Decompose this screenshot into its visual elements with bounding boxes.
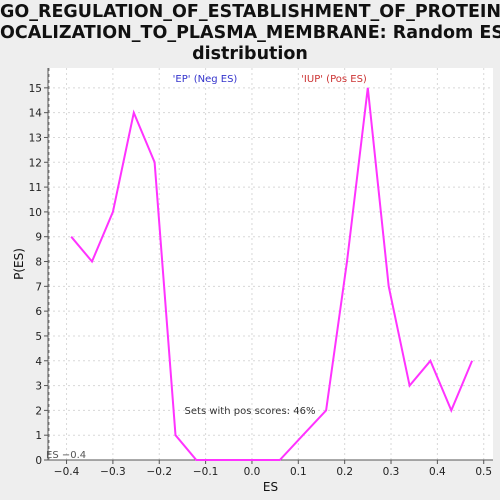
y-axis-title: P(ES) [12, 248, 26, 280]
x-tick-label: 0.5 [475, 466, 492, 478]
y-tick-label: 12 [29, 157, 42, 169]
y-tick-label: 1 [35, 430, 42, 442]
y-tick-label: 5 [35, 331, 42, 343]
x-tick-label: 0.4 [429, 466, 446, 478]
y-tick-label: 9 [35, 232, 42, 244]
x-axis-title: ES [263, 480, 278, 494]
y-tick-label: 14 [29, 108, 43, 120]
y-tick-label: 6 [35, 306, 42, 318]
x-tick-label: −0.3 [100, 466, 126, 478]
y-tick-label: 15 [29, 83, 42, 95]
x-tick-label: −0.4 [54, 466, 80, 478]
y-tick-label: 2 [35, 405, 42, 417]
chart-title-line-1: GO_REGULATION_OF_ESTABLISHMENT_OF_PROTEI… [0, 2, 500, 22]
y-tick-label: 11 [29, 182, 42, 194]
es-marker-label: ES −0.4 [46, 450, 86, 461]
plot-area [48, 68, 493, 460]
series-line [70, 87, 474, 461]
x-tick-label: 0.2 [336, 466, 353, 478]
y-tick-label: 7 [35, 281, 42, 293]
x-tick-label: 0.0 [244, 466, 261, 478]
pos-scores-annotation: Sets with pos scores: 46% [185, 406, 316, 417]
y-tick-label: 3 [35, 381, 42, 393]
x-tick-label: 0.1 [290, 466, 307, 478]
y-tick-label: 13 [29, 132, 42, 144]
x-tick-label: 0.3 [383, 466, 400, 478]
chart-title-line-3: distribution [192, 44, 308, 64]
tick-labels: −0.4 −0.3 −0.2 −0.1 0.0 0.1 0.2 0.3 0.4 0.5012345… [29, 83, 492, 478]
chart-title-line-2: OCALIZATION_TO_PLASMA_MEMBRANE: Random E… [0, 23, 500, 43]
chart-title: GO_REGULATION_OF_ESTABLISHMENT_OF_PROTEI… [0, 2, 500, 65]
grid-lines [48, 68, 493, 461]
x-tick-label: −0.2 [147, 466, 173, 478]
y-tick-label: 4 [35, 356, 42, 368]
y-tick-label: 8 [35, 257, 42, 269]
y-tick-label: 10 [29, 207, 42, 219]
neg-es-label: 'EP' (Neg ES) [173, 74, 238, 85]
x-tick-label: −0.1 [193, 466, 219, 478]
pos-es-label: 'IUP' (Pos ES) [301, 74, 367, 85]
y-tick-label: 0 [35, 455, 42, 467]
